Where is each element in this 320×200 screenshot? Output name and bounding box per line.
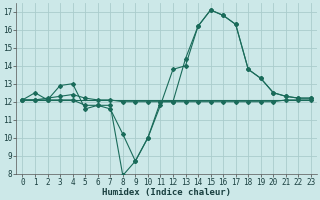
X-axis label: Humidex (Indice chaleur): Humidex (Indice chaleur): [102, 188, 231, 197]
